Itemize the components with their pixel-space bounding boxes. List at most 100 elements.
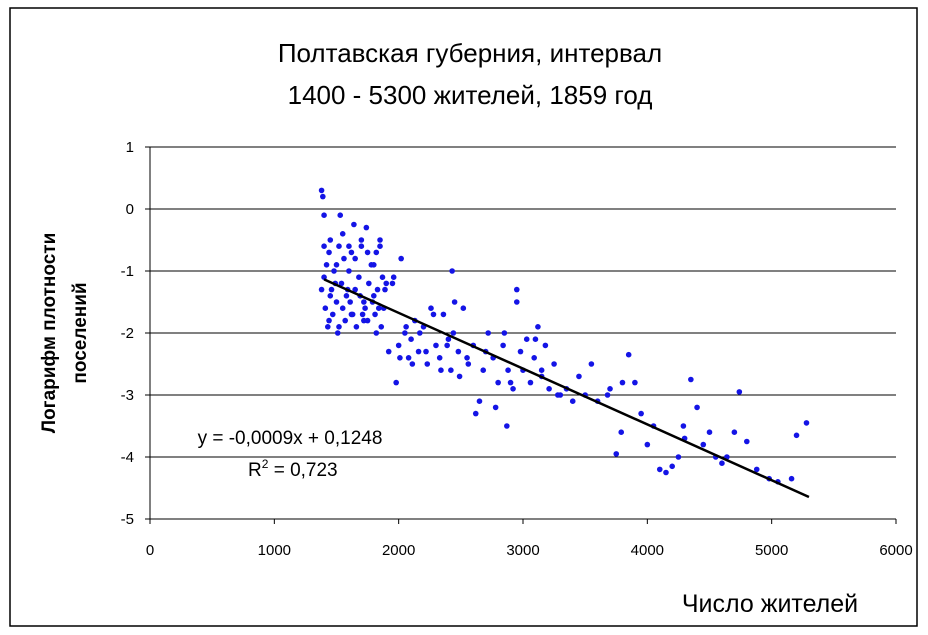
- point: [669, 463, 675, 470]
- point: [517, 348, 524, 355]
- point: [736, 389, 743, 395]
- point: [451, 299, 458, 305]
- point: [322, 305, 329, 312]
- point: [638, 410, 644, 417]
- point: [440, 311, 447, 318]
- point: [379, 274, 386, 281]
- point: [619, 379, 626, 386]
- point: [358, 237, 365, 243]
- point: [326, 249, 332, 256]
- point: [803, 420, 810, 426]
- x-tick-label: 5000: [755, 542, 788, 559]
- point: [656, 466, 663, 473]
- point: [320, 193, 326, 200]
- point: [382, 286, 388, 293]
- y-tick-label: -2: [121, 325, 134, 342]
- point: [510, 386, 516, 392]
- point: [706, 429, 713, 436]
- x-tick-label: 4000: [631, 542, 664, 559]
- point: [604, 392, 611, 398]
- point: [334, 330, 341, 336]
- y-tick-label: 1: [126, 139, 134, 156]
- point: [364, 249, 371, 256]
- point: [513, 286, 520, 293]
- point: [336, 243, 342, 249]
- y-tick-label: -5: [121, 511, 134, 528]
- point: [428, 305, 434, 312]
- point: [546, 386, 552, 392]
- point: [492, 404, 499, 411]
- point: [331, 268, 337, 274]
- point: [445, 336, 452, 343]
- point: [501, 330, 508, 336]
- point: [390, 274, 397, 281]
- point: [323, 262, 330, 268]
- y-axis-label: поселений: [70, 282, 91, 383]
- point: [333, 299, 340, 305]
- point: [318, 286, 325, 293]
- point: [321, 243, 327, 249]
- point: [632, 379, 638, 386]
- point: [321, 212, 327, 218]
- point: [337, 212, 344, 218]
- point: [504, 423, 510, 429]
- point: [385, 348, 392, 355]
- point: [438, 367, 444, 374]
- point: [551, 361, 557, 367]
- point: [680, 423, 687, 429]
- point: [500, 342, 506, 349]
- point: [356, 274, 362, 281]
- point: [395, 342, 402, 349]
- point: [339, 305, 346, 312]
- point: [328, 286, 335, 293]
- r-squared-value: = 0,723: [268, 460, 337, 481]
- point: [405, 355, 412, 361]
- point: [362, 305, 368, 312]
- point: [423, 348, 429, 355]
- point: [538, 367, 545, 374]
- point: [373, 249, 380, 256]
- point: [793, 432, 800, 439]
- point: [341, 255, 347, 262]
- point: [408, 336, 414, 343]
- point: [346, 268, 352, 274]
- point: [403, 324, 409, 330]
- trendline: [323, 278, 810, 499]
- trend-equation: y = -0,0009x + 0,1248: [198, 428, 383, 449]
- point: [424, 361, 431, 367]
- point: [329, 311, 336, 318]
- point: [744, 438, 750, 445]
- point: [644, 441, 651, 448]
- point: [339, 231, 346, 237]
- point: [663, 469, 669, 476]
- chart-title: 1400 - 5300 жителей, 1859 год: [288, 80, 653, 110]
- point: [433, 342, 439, 349]
- point: [358, 243, 365, 249]
- y-tick-label: -3: [121, 387, 134, 404]
- point: [456, 373, 463, 380]
- point: [383, 280, 390, 287]
- x-tick-label: 2000: [382, 542, 415, 559]
- point: [450, 330, 457, 336]
- x-tick-label: 3000: [506, 542, 539, 559]
- point: [402, 330, 408, 336]
- point: [348, 249, 355, 256]
- point: [542, 342, 549, 349]
- point: [366, 280, 372, 287]
- point: [321, 274, 327, 281]
- r-squared: R2 = 0,723: [248, 457, 338, 481]
- point: [373, 330, 380, 336]
- point: [449, 268, 455, 274]
- point: [607, 386, 613, 392]
- point: [618, 429, 625, 436]
- point: [507, 379, 514, 386]
- point: [409, 361, 416, 367]
- point: [788, 475, 795, 482]
- point: [338, 280, 345, 287]
- point: [476, 398, 483, 405]
- point: [576, 373, 582, 380]
- point: [318, 187, 325, 194]
- point: [675, 454, 682, 460]
- point: [436, 355, 443, 361]
